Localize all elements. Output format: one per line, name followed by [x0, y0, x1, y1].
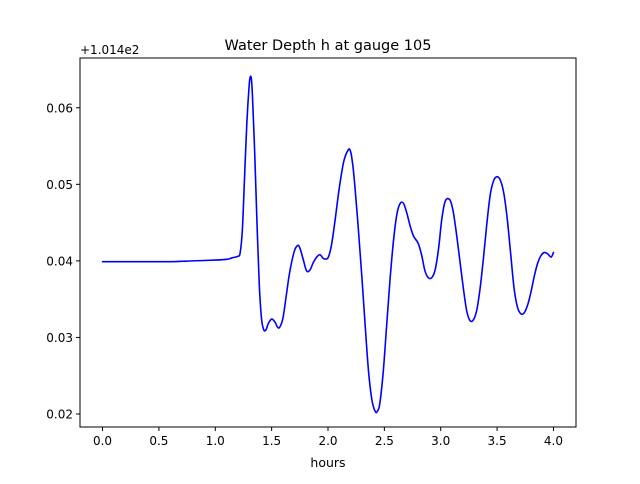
x-tick-label: 3.0 [431, 434, 450, 448]
x-tick-label: 1.0 [206, 434, 225, 448]
x-tick-label: 2.0 [318, 434, 337, 448]
x-tick-label: 0.0 [93, 434, 112, 448]
x-axis-ticks: 0.0 0.5 1.0 1.5 2.0 2.5 3.0 3.5 4.0 [93, 427, 563, 448]
y-axis-ticks: 0.02 0.03 0.04 0.05 0.06 [46, 101, 80, 421]
x-tick-label: 4.0 [544, 434, 563, 448]
y-tick-label: 0.04 [46, 254, 73, 268]
y-tick-label: 0.03 [46, 331, 73, 345]
y-tick-label: 0.02 [46, 407, 73, 421]
series-layer [101, 75, 555, 414]
plot-frame [79, 57, 577, 428]
y-tick-label: 0.06 [46, 101, 73, 115]
x-tick-label: 1.5 [262, 434, 281, 448]
chart-title: Water Depth h at gauge 105 [225, 38, 432, 54]
x-axis-label: hours [310, 455, 345, 470]
x-tick-label: 0.5 [149, 434, 168, 448]
y-offset-label: +1.014e2 [80, 43, 139, 57]
x-tick-label: 3.5 [488, 434, 507, 448]
x-tick-label: 2.5 [375, 434, 394, 448]
y-tick-label: 0.05 [46, 178, 73, 192]
series-line-0 [101, 75, 555, 414]
